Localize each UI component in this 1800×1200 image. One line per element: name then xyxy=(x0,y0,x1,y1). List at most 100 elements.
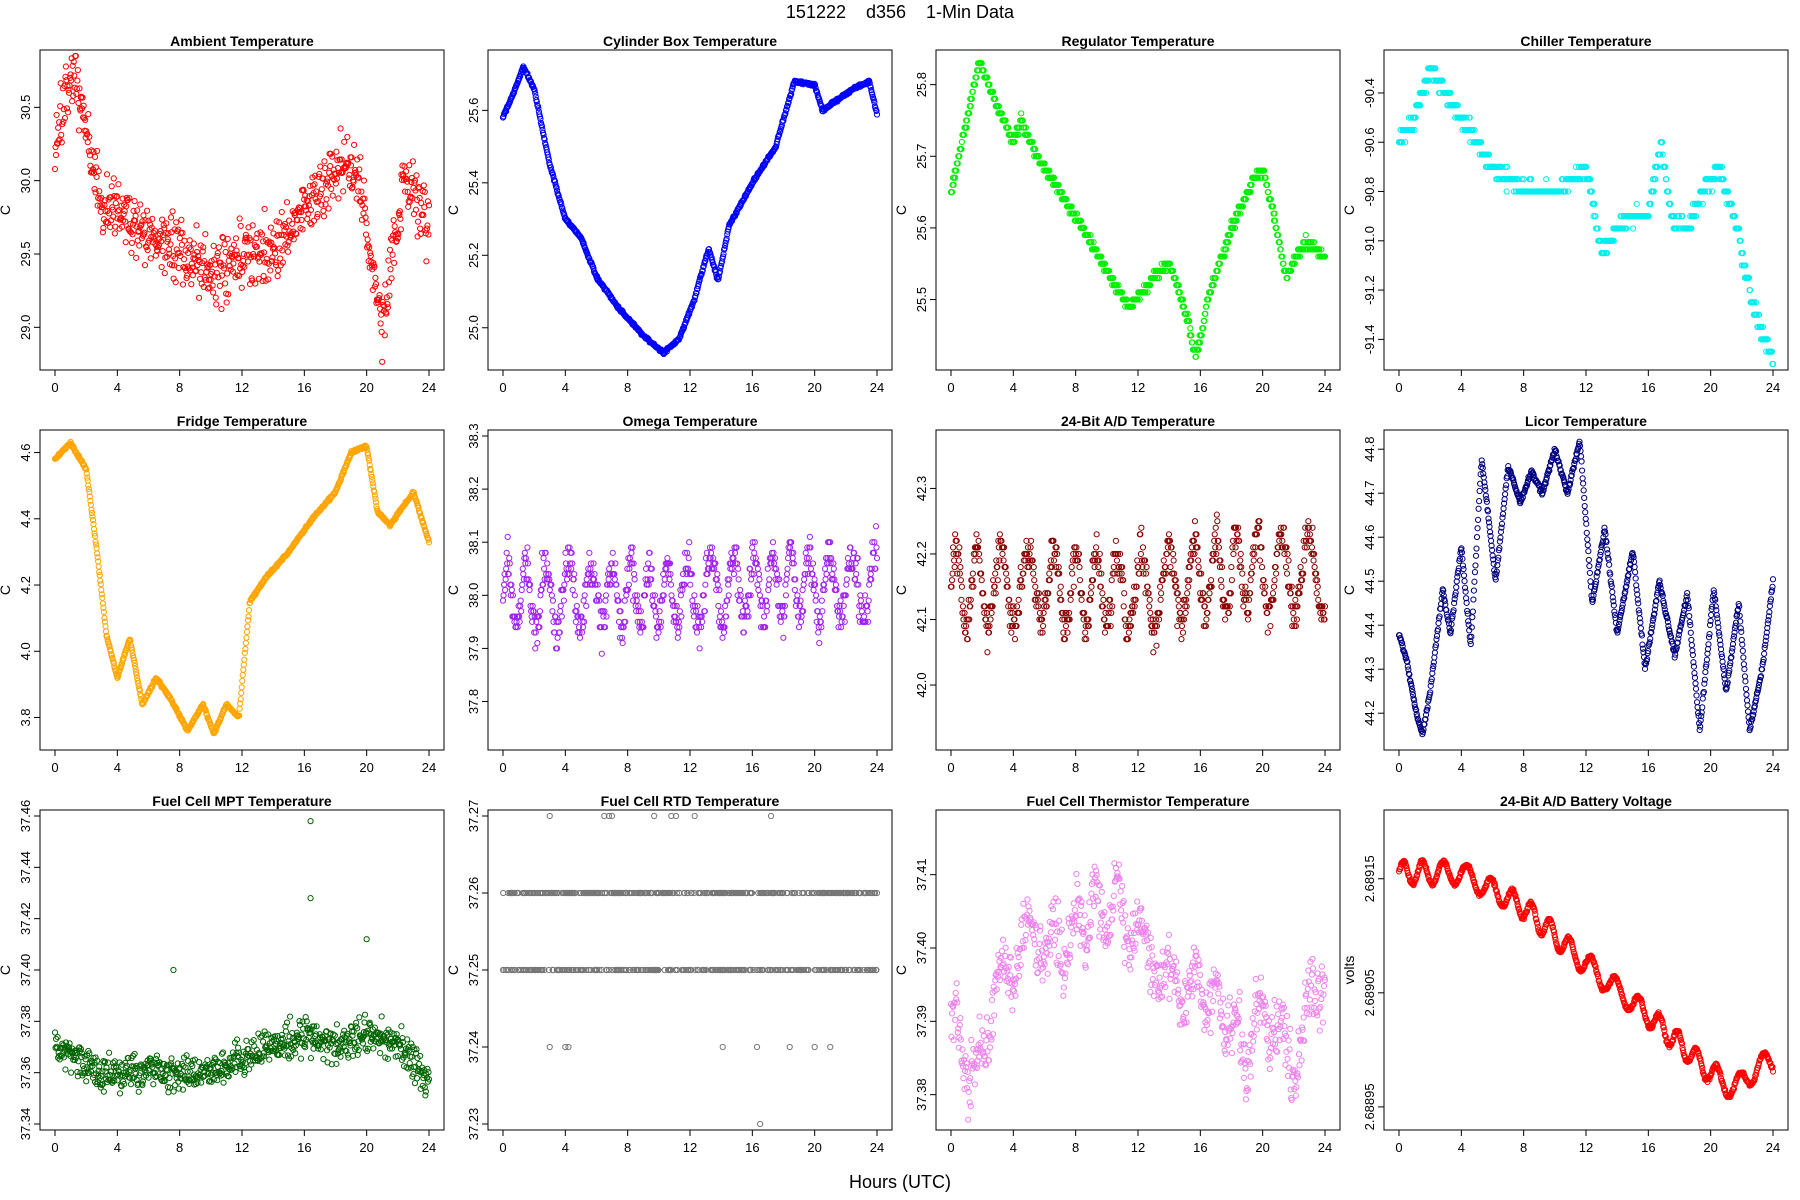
data-point xyxy=(783,106,790,113)
data-point xyxy=(633,597,640,604)
data-point xyxy=(115,206,123,214)
y-tick-label: 29.5 xyxy=(18,241,33,266)
data-point xyxy=(363,220,370,227)
data-point xyxy=(531,87,538,94)
data-point xyxy=(516,618,523,625)
data-point xyxy=(159,216,166,223)
y-tick-label: 25.8 xyxy=(914,72,929,97)
data-point xyxy=(420,211,427,219)
data-point xyxy=(730,570,738,578)
data-point xyxy=(212,294,219,301)
data-point xyxy=(256,258,263,265)
data-point xyxy=(830,565,837,572)
data-point xyxy=(554,634,561,641)
data-point xyxy=(1175,603,1182,610)
data-point xyxy=(384,304,392,311)
data-point xyxy=(1008,131,1015,138)
x-tick-label: 8 xyxy=(1072,380,1079,395)
data-point xyxy=(290,236,297,243)
data-point xyxy=(335,169,343,176)
data-point xyxy=(829,570,836,578)
data-point xyxy=(557,608,564,615)
data-point xyxy=(630,570,638,578)
x-tick-label: 12 xyxy=(683,760,697,775)
y-tick-label: 25.4 xyxy=(466,170,481,195)
data-point xyxy=(541,136,548,143)
data-point xyxy=(69,98,76,105)
data-point xyxy=(1120,603,1127,610)
data-point xyxy=(388,275,395,282)
data-point xyxy=(725,592,732,599)
data-point xyxy=(1108,577,1115,584)
data-point xyxy=(720,629,728,636)
x-tick-label: 20 xyxy=(1255,380,1269,395)
data-point xyxy=(238,284,245,291)
data-point xyxy=(1194,557,1202,564)
data-point xyxy=(698,270,705,278)
data-point xyxy=(722,239,729,246)
data-point xyxy=(686,539,693,546)
data-point xyxy=(517,597,524,604)
data-point xyxy=(1022,124,1030,131)
data-point xyxy=(693,629,701,636)
data-point xyxy=(952,531,959,538)
data-point xyxy=(717,262,725,269)
data-point xyxy=(249,222,256,229)
data-point xyxy=(145,217,152,224)
data-point xyxy=(957,577,964,584)
data-point xyxy=(1031,577,1038,584)
data-point xyxy=(800,581,807,588)
data-point xyxy=(156,230,164,238)
data-series xyxy=(499,523,881,657)
data-point xyxy=(691,592,698,599)
data-point xyxy=(199,248,206,255)
data-point xyxy=(980,67,987,74)
data-point xyxy=(1004,577,1011,584)
data-point xyxy=(816,640,823,647)
data-point xyxy=(406,162,413,169)
data-point xyxy=(1029,138,1036,146)
data-point xyxy=(1030,570,1037,577)
data-point xyxy=(769,539,777,546)
data-point xyxy=(858,608,866,615)
data-point xyxy=(299,226,306,233)
data-point xyxy=(200,244,207,251)
panel-title: Chiller Temperature xyxy=(1520,33,1651,49)
data-point xyxy=(425,202,433,209)
data-point xyxy=(276,219,283,226)
data-point xyxy=(1179,629,1187,636)
y-tick-label: 38.3 xyxy=(466,423,481,448)
data-point xyxy=(724,228,731,235)
data-point xyxy=(70,58,77,65)
data-point xyxy=(333,148,340,155)
data-point xyxy=(95,563,102,570)
data-point xyxy=(718,618,726,625)
data-point xyxy=(320,213,328,220)
data-point xyxy=(1184,590,1191,597)
data-point xyxy=(110,175,117,182)
y-tick-label: 38.0 xyxy=(466,583,481,608)
data-point xyxy=(763,608,770,615)
x-tick-label: 0 xyxy=(947,380,954,395)
data-point xyxy=(242,231,250,239)
data-point xyxy=(325,205,332,212)
data-point xyxy=(573,602,580,610)
data-point xyxy=(723,235,730,242)
data-point xyxy=(319,175,326,182)
data-point xyxy=(380,301,387,308)
data-point xyxy=(65,86,72,94)
data-point xyxy=(754,565,761,572)
data-point xyxy=(1018,110,1025,117)
data-point xyxy=(243,634,250,641)
data-point xyxy=(366,244,373,251)
data-point xyxy=(151,227,158,234)
data-point xyxy=(691,297,698,304)
data-point xyxy=(99,594,106,601)
data-point xyxy=(812,82,819,89)
data-point xyxy=(172,279,179,286)
data-point xyxy=(265,276,272,283)
data-point xyxy=(141,229,148,236)
data-point xyxy=(58,131,65,138)
data-point xyxy=(147,221,154,228)
data-point xyxy=(258,231,266,238)
